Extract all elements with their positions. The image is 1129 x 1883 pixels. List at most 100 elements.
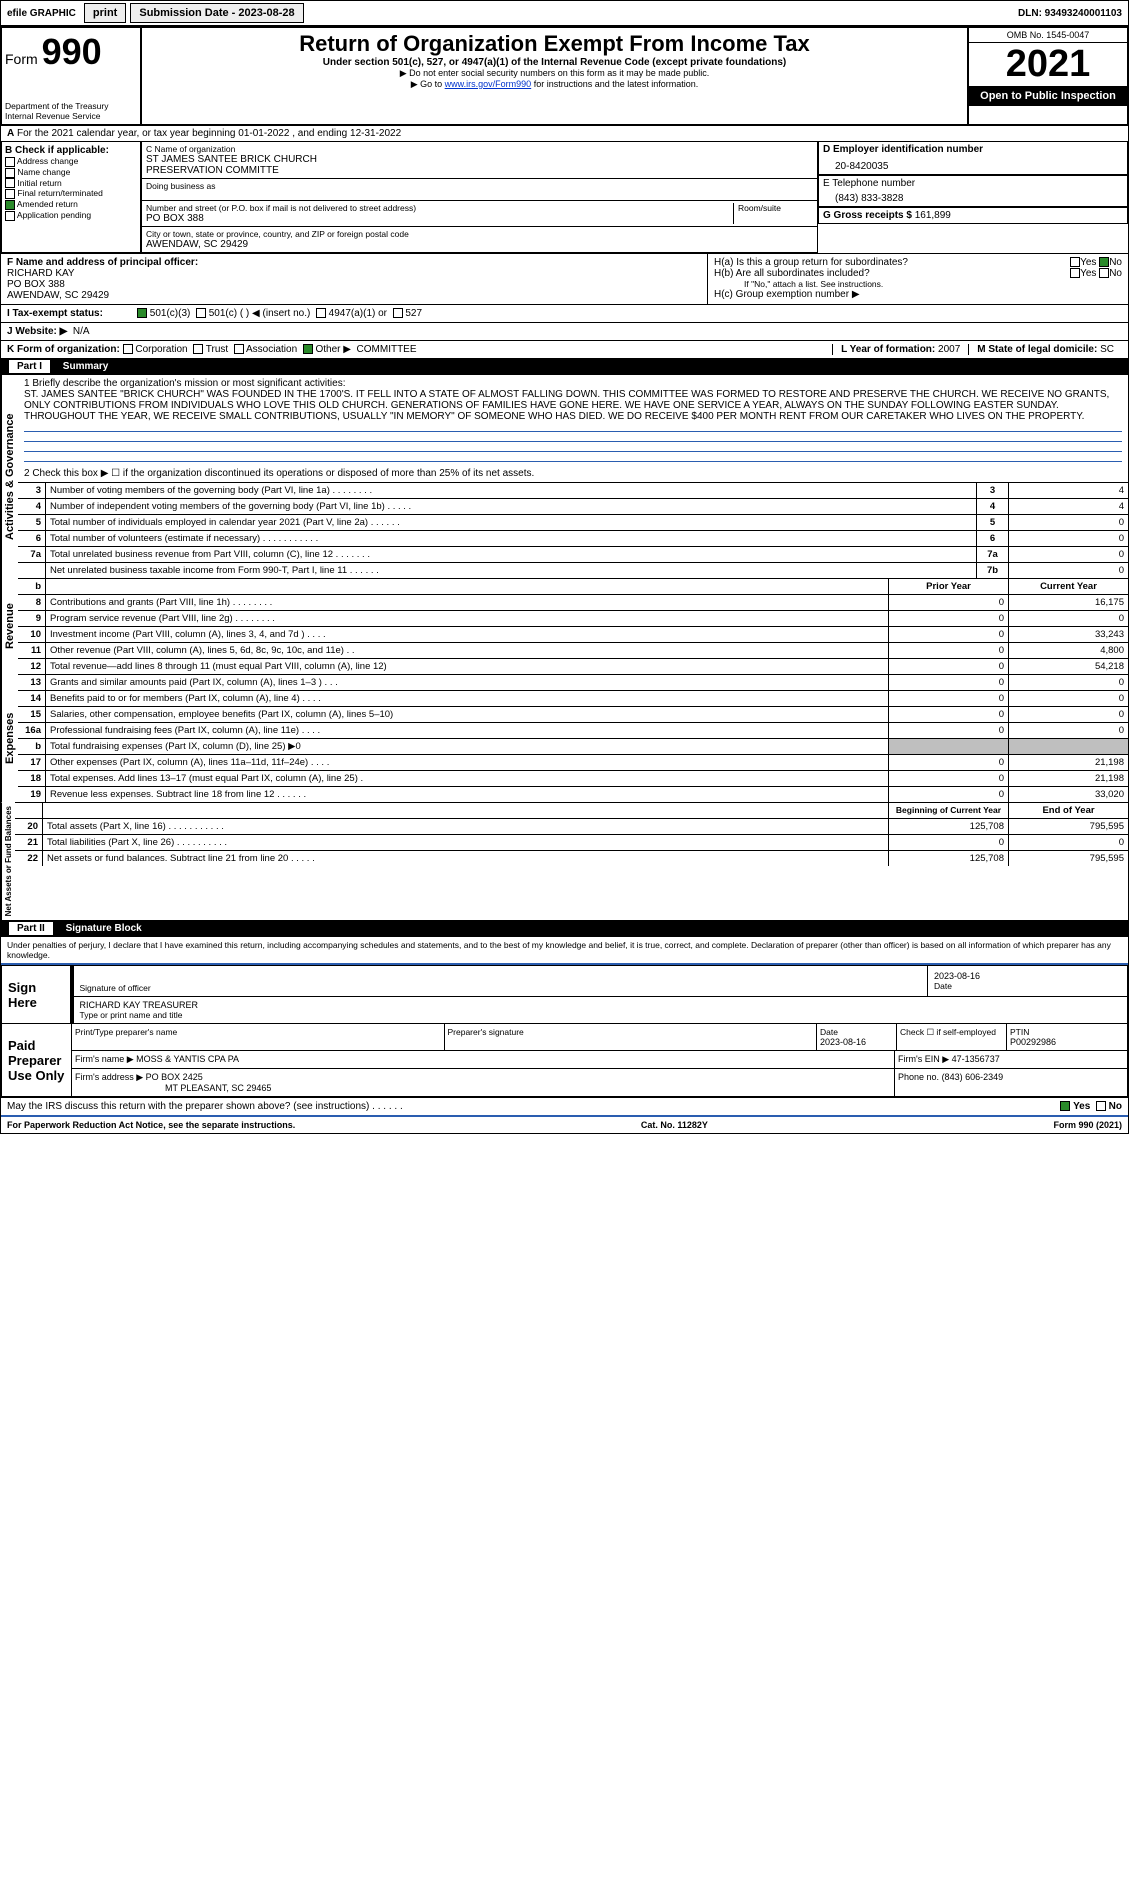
h-b-label: H(b) Are all subordinates included? xyxy=(714,268,1070,279)
room-label: Room/suite xyxy=(738,203,813,213)
d-label: D Employer identification number xyxy=(823,144,1123,155)
part2-title: Signature Block xyxy=(66,923,142,934)
k-l-m-row: K Form of organization: Corporation Trus… xyxy=(1,340,1128,358)
prior-header: Prior Year xyxy=(888,579,1008,594)
q1-text: ST. JAMES SANTEE "BRICK CHURCH" WAS FOUN… xyxy=(24,389,1122,422)
dept-label: Department of the Treasury xyxy=(5,101,137,111)
i-501c3-checkbox[interactable] xyxy=(137,308,147,318)
k-other-val: COMMITTEE xyxy=(357,344,417,355)
i-label: I Tax-exempt status: xyxy=(7,308,137,319)
form-word: Form xyxy=(5,51,38,67)
i-o3: 4947(a)(1) or xyxy=(329,308,387,319)
j-row: J Website: ▶ N/A xyxy=(1,322,1128,340)
k-opt-0-checkbox[interactable] xyxy=(123,344,133,354)
current-header: Current Year xyxy=(1008,579,1128,594)
q2-text: 2 Check this box ▶ ☐ if the organization… xyxy=(18,465,1128,482)
h-a-no: No xyxy=(1109,257,1122,268)
discuss-no-checkbox[interactable] xyxy=(1096,1101,1106,1111)
h-b-no-checkbox[interactable] xyxy=(1099,268,1109,278)
prep-name-label: Print/Type preparer's name xyxy=(75,1027,177,1037)
city-box: City or town, state or province, country… xyxy=(142,227,817,252)
form-number-box: Form 990 Department of the Treasury Inte… xyxy=(1,27,141,125)
revenue-section: Revenue b Prior Year Current Year 8Contr… xyxy=(1,578,1128,674)
ein-val: 20-8420035 xyxy=(823,155,1123,172)
footer-mid: Cat. No. 11282Y xyxy=(641,1120,708,1130)
identity-grid: B Check if applicable: Address change Na… xyxy=(1,141,1128,253)
e-label: E Telephone number xyxy=(823,178,1123,189)
k-opt-1: Trust xyxy=(206,344,228,355)
sig-name: RICHARD KAY TREASURER xyxy=(80,1000,1122,1010)
i-4947-checkbox[interactable] xyxy=(316,308,326,318)
checkb-2-checkbox[interactable] xyxy=(5,178,15,188)
submission-date-button[interactable]: Submission Date - 2023-08-28 xyxy=(130,3,303,23)
firm-ein: 47-1356737 xyxy=(952,1054,1000,1064)
sig-name-label: Type or print name and title xyxy=(80,1010,1122,1020)
phone-box: E Telephone number (843) 833-3828 xyxy=(818,175,1128,207)
checkb-4-checkbox[interactable] xyxy=(5,200,15,210)
checkb-1-checkbox[interactable] xyxy=(5,168,15,178)
check-b-box: B Check if applicable: Address change Na… xyxy=(1,141,141,253)
i-row: I Tax-exempt status: 501(c)(3) 501(c) ( … xyxy=(1,304,1128,322)
firm-ein-label: Firm's EIN ▶ xyxy=(898,1054,949,1064)
checkb-3-checkbox[interactable] xyxy=(5,189,15,199)
discuss-row: May the IRS discuss this return with the… xyxy=(1,1097,1128,1115)
f-addr1: PO BOX 388 xyxy=(7,279,701,290)
f-h-row: F Name and address of principal officer:… xyxy=(1,253,1128,304)
k-opt-3: Other ▶ xyxy=(315,344,350,355)
form-number: 990 xyxy=(42,31,102,72)
sig-officer-label: Signature of officer xyxy=(80,983,922,993)
paid-preparer-label: Paid Preparer Use Only xyxy=(2,1024,72,1097)
form-note1: ▶ Do not enter social security numbers o… xyxy=(145,68,964,79)
end-header: End of Year xyxy=(1008,803,1128,818)
h-a-no-checkbox[interactable] xyxy=(1099,257,1109,267)
h-b-yes: Yes xyxy=(1080,268,1096,279)
irs-link[interactable]: www.irs.gov/Form990 xyxy=(445,79,532,89)
k-opt-1-checkbox[interactable] xyxy=(193,344,203,354)
j-label: J Website: ▶ xyxy=(7,326,67,337)
m-label: M State of legal domicile: xyxy=(977,344,1097,355)
i-501c-checkbox[interactable] xyxy=(196,308,206,318)
k-opt-2-checkbox[interactable] xyxy=(234,344,244,354)
signature-table: Sign Here Signature of officer 2023-08-1… xyxy=(1,965,1128,1097)
h-a-yes: Yes xyxy=(1080,257,1096,268)
h-b-note: If "No," attach a list. See instructions… xyxy=(714,279,1122,289)
i-527-checkbox[interactable] xyxy=(393,308,403,318)
form-header: Form 990 Department of the Treasury Inte… xyxy=(1,27,1128,125)
form-footer: For Paperwork Reduction Act Notice, see … xyxy=(1,1115,1128,1133)
blank-desc xyxy=(46,579,888,594)
j-val: N/A xyxy=(73,326,90,337)
prep-date-val: 2023-08-16 xyxy=(820,1037,893,1047)
begin-header: Beginning of Current Year xyxy=(888,803,1008,818)
line-a-text: For the 2021 calendar year, or tax year … xyxy=(17,128,401,139)
checkb-0-label: Address change xyxy=(17,156,78,166)
rev-side-label: Revenue xyxy=(1,578,18,674)
expenses-section: Expenses 13Grants and similar amounts pa… xyxy=(1,674,1128,802)
ptin-label: PTIN xyxy=(1010,1027,1124,1037)
checkb-3-label: Final return/terminated xyxy=(17,188,103,198)
irs-label: Internal Revenue Service xyxy=(5,111,137,121)
footer-left: For Paperwork Reduction Act Notice, see … xyxy=(7,1120,295,1130)
ptin-val: P00292986 xyxy=(1010,1037,1124,1047)
discuss-yes: Yes xyxy=(1073,1101,1090,1112)
checkb-5-checkbox[interactable] xyxy=(5,211,15,221)
gov-side-label: Activities & Governance xyxy=(1,375,18,578)
firm-addr-label: Firm's address ▶ xyxy=(75,1072,143,1082)
f-label: F Name and address of principal officer: xyxy=(7,257,701,268)
checkb-0-checkbox[interactable] xyxy=(5,157,15,167)
right-block: D Employer identification number 20-8420… xyxy=(818,141,1128,253)
g-label: G Gross receipts $ xyxy=(823,210,912,221)
blank-num: b xyxy=(18,579,46,594)
l-label: L Year of formation: xyxy=(841,344,935,355)
part1-bar: Part I Summary xyxy=(1,358,1128,375)
governance-section: Activities & Governance 1 Briefly descri… xyxy=(1,375,1128,578)
gross-box: G Gross receipts $ 161,899 xyxy=(818,207,1128,224)
print-button[interactable]: print xyxy=(84,3,126,23)
part2-label: Part II xyxy=(9,922,53,935)
k-opt-3-checkbox[interactable] xyxy=(303,344,313,354)
note2-post: for instructions and the latest informat… xyxy=(531,79,698,89)
discuss-yes-checkbox[interactable] xyxy=(1060,1101,1070,1111)
firm-addr1: PO BOX 2425 xyxy=(146,1072,203,1082)
form-note2: ▶ Go to www.irs.gov/Form990 for instruct… xyxy=(145,79,964,90)
h-b-yes-checkbox[interactable] xyxy=(1070,268,1080,278)
h-a-yes-checkbox[interactable] xyxy=(1070,257,1080,267)
